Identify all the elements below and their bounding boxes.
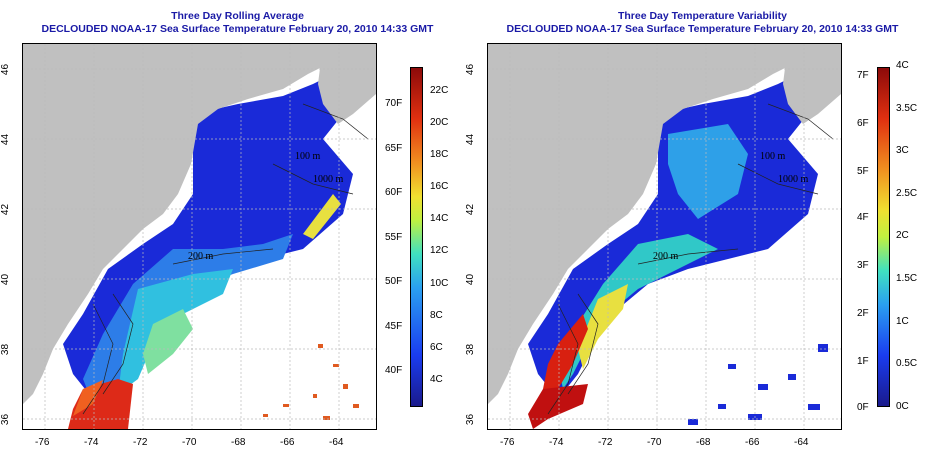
colorbar-c-label: 1C <box>896 316 909 327</box>
x-tick: -66 <box>280 437 295 448</box>
y-tick: 46 <box>465 63 477 76</box>
colorbar-c-label: 16C <box>430 181 449 192</box>
colorbar-f-label: 3F <box>857 260 869 271</box>
x-tick: -70 <box>182 437 197 448</box>
y-tick: 36 <box>465 413 477 426</box>
colorbar-f-label: 40F <box>385 365 403 376</box>
x-tick: -64 <box>329 437 344 448</box>
x-tick: -76 <box>500 437 515 448</box>
lat-lon-grid <box>23 44 376 429</box>
var-field-bottom <box>528 384 588 429</box>
sst-field-light <box>143 309 193 374</box>
y-tick: 42 <box>465 203 477 216</box>
colorbar-c-label: 4C <box>430 374 443 385</box>
var-field-red <box>543 314 588 389</box>
colorbar-c-label: 14C <box>430 213 449 224</box>
x-tick: -76 <box>35 437 50 448</box>
land-nova-scotia <box>318 44 376 124</box>
colorbar-c-label: 12C <box>430 245 449 256</box>
contour-label: 100 m <box>760 151 786 162</box>
x-tick: -74 <box>549 437 564 448</box>
colorbar-f-label: 1F <box>857 356 869 367</box>
x-tick: -72 <box>598 437 613 448</box>
colorbar-c-label: 6C <box>430 342 443 353</box>
colorbar-f-label: 55F <box>385 232 403 243</box>
colorbar-c-label: 0.5C <box>896 358 918 369</box>
colorbar <box>410 67 423 407</box>
panel-variability: Three Day Temperature Variability DECLOU… <box>465 0 940 475</box>
colorbar-c-label: 2C <box>896 230 909 241</box>
contour-label: 1000 m <box>778 174 809 185</box>
contour-label: 1000 m <box>313 174 344 185</box>
colorbar-f-label: 5F <box>857 166 869 177</box>
y-tick: 44 <box>0 133 12 146</box>
x-tick: -72 <box>133 437 148 448</box>
colorbar-c-label: 18C <box>430 149 449 160</box>
land-nova-scotia <box>783 44 841 124</box>
map-canvas: 100 m 1000 m 200 m <box>23 44 376 429</box>
land-mass <box>488 44 793 404</box>
colorbar-f-label: 0F <box>857 402 869 413</box>
x-tick: -66 <box>745 437 760 448</box>
colorbar-c-label: 1.5C <box>896 273 918 284</box>
colorbar-f-label: 7F <box>857 70 869 81</box>
panel-subtitle: DECLOUDED NOAA-17 Sea Surface Temperatur… <box>41 23 434 35</box>
colorbar-c-label: 4C <box>896 60 909 71</box>
variability-map: 100 m 1000 m 200 m <box>487 43 842 430</box>
bathymetry-contours <box>547 103 834 415</box>
var-field-mid <box>668 124 748 219</box>
colorbar-c-label: 3C <box>896 145 909 156</box>
colorbar <box>877 67 890 407</box>
x-tick: -64 <box>794 437 809 448</box>
y-tick: 36 <box>0 413 12 426</box>
scattered-warm-pixels <box>263 344 359 420</box>
colorbar-f-label: 50F <box>385 276 403 287</box>
x-tick: -70 <box>647 437 662 448</box>
colorbar-c-label: 0C <box>896 401 909 412</box>
bathymetry-contours <box>82 103 369 415</box>
colorbar-c-label: 22C <box>430 85 449 96</box>
sst-map: 100 m 1000 m 200 m <box>22 43 377 430</box>
y-tick: 42 <box>0 203 12 216</box>
colorbar-f-label: 6F <box>857 118 869 129</box>
colorbar-c-label: 3.5C <box>896 103 918 114</box>
panel-title: Three Day Rolling Average <box>171 10 304 22</box>
scattered-pixels <box>688 344 828 425</box>
panel-subtitle: DECLOUDED NOAA-17 Sea Surface Temperatur… <box>506 23 899 35</box>
colorbar-c-label: 2.5C <box>896 188 918 199</box>
y-tick: 38 <box>0 343 12 356</box>
map-canvas: 100 m 1000 m 200 m <box>488 44 841 429</box>
colorbar-f-label: 2F <box>857 308 869 319</box>
y-tick: 44 <box>465 133 477 146</box>
panel-rolling-average: Three Day Rolling Average DECLOUDED NOAA… <box>0 10 449 448</box>
colorbar-f-label: 4F <box>857 212 869 223</box>
x-tick: -68 <box>696 437 711 448</box>
lat-lon-grid <box>488 44 841 429</box>
colorbar-c-label: 10C <box>430 278 449 289</box>
contour-label: 100 m <box>295 151 321 162</box>
x-tick: -74 <box>84 437 99 448</box>
land-mass <box>23 44 328 404</box>
contour-label: 200 m <box>653 251 679 262</box>
colorbar-c-label: 8C <box>430 310 443 321</box>
colorbar-f-label: 60F <box>385 187 403 198</box>
y-tick: 46 <box>0 63 12 76</box>
panel-title: Three Day Temperature Variability <box>617 10 788 22</box>
x-tick: -68 <box>231 437 246 448</box>
sst-field-yellow-streak <box>303 194 341 239</box>
y-tick: 38 <box>465 343 477 356</box>
colorbar-f-label: 70F <box>385 98 403 109</box>
contour-label: 200 m <box>188 251 214 262</box>
colorbar-c-label: 20C <box>430 117 449 128</box>
sst-field-warm <box>118 269 233 394</box>
y-tick: 40 <box>465 273 477 286</box>
y-tick: 40 <box>0 273 12 286</box>
sst-field-hot-edge <box>73 380 103 416</box>
colorbar-f-label: 45F <box>385 321 403 332</box>
colorbar-f-label: 65F <box>385 143 403 154</box>
var-field-yellow <box>578 284 628 369</box>
